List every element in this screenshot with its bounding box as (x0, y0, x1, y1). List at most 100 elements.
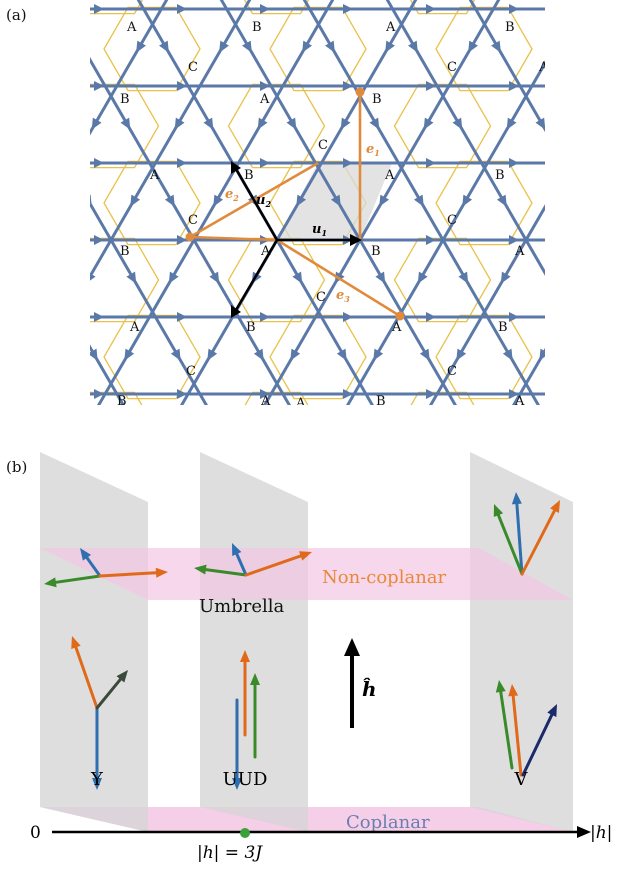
honeycomb-hexagon (90, 83, 160, 169)
sublattice-label: B (246, 320, 256, 335)
honeycomb-hexagon (269, 6, 367, 92)
bond-arrow (340, 117, 351, 130)
lattice-bond (90, 0, 252, 280)
bond-arrow (136, 40, 146, 53)
spin-arrow (521, 713, 554, 777)
spin-arrowhead (240, 650, 250, 662)
sublattice-label: A (260, 244, 271, 259)
bond-arrow (177, 158, 187, 168)
bond-arrow (90, 348, 98, 361)
bond-arrow (509, 81, 519, 91)
spin-arrowhead (495, 680, 506, 693)
bond-arrow (343, 81, 353, 91)
spin-arrow (499, 690, 514, 770)
bond-arrow (496, 194, 507, 207)
lattice-bond (569, 0, 618, 740)
spin-arrowhead (116, 670, 128, 683)
spin-arrow (511, 694, 523, 777)
bond-arrow (426, 4, 436, 14)
bond-arrow (260, 81, 270, 91)
coplanar-label: Coplanar (346, 812, 430, 833)
bond-arrow (509, 312, 519, 322)
sublattice-label: A (514, 244, 525, 259)
sublattice-label: B (117, 394, 127, 409)
spin-arrowhead (80, 548, 92, 561)
bond-arrow (219, 40, 229, 53)
e3-label: e3 (336, 288, 350, 304)
state-v-label: V (514, 769, 529, 790)
sublattice-label: C (447, 60, 457, 75)
bond-arrow (177, 235, 187, 245)
spin-arrowhead (508, 684, 519, 697)
bond-arrow (177, 4, 187, 14)
bond-arrow (385, 40, 395, 53)
sublattice-label: C (316, 290, 326, 305)
sublattice-label: A (260, 394, 271, 409)
bond-arrow (509, 235, 519, 245)
noncoplanar-label: Non-coplanar (322, 567, 447, 588)
u1-arrowhead (350, 234, 362, 246)
panel-a-label: (a) (6, 6, 27, 24)
bond-arrow (126, 271, 137, 284)
lattice-bond (569, 0, 618, 740)
bond-arrow (124, 348, 135, 361)
bond-arrow (94, 4, 104, 14)
bond-arrow (91, 117, 102, 130)
sublattice-label: B (505, 20, 515, 35)
honeycomb-hexagon (269, 160, 367, 246)
bond-arrow (260, 466, 270, 476)
honeycomb-hexagon (227, 83, 326, 169)
lattice-bond (97, 0, 335, 405)
spin-configurations (44, 492, 560, 790)
sublattice-label: A (149, 168, 160, 183)
sublattice-label: B (120, 244, 130, 259)
spin-arrowhead (547, 704, 557, 717)
sublattice-label: A (391, 320, 402, 335)
bond-arrow (286, 117, 297, 130)
plane-uud (200, 452, 308, 832)
bond-arrow (292, 271, 303, 284)
sublattice-label: A (259, 92, 270, 107)
e2-label: e2 (225, 187, 239, 203)
bond-arrow (257, 117, 268, 130)
bond-arrow (506, 117, 517, 130)
sublattice-label: C (447, 364, 457, 379)
bond-arrow (260, 158, 270, 168)
sublattice-label: C (188, 60, 198, 75)
honeycomb-hexagon (103, 314, 201, 400)
bond-arrow (213, 194, 224, 207)
bond-arrow (426, 312, 436, 322)
honeycomb-hexagon (103, 160, 201, 246)
bond-arrow (209, 271, 220, 284)
bond-arrow (164, 194, 175, 207)
bond-arrow (343, 4, 353, 14)
bond-arrow (452, 117, 463, 130)
spin-arrow (515, 502, 524, 576)
bond-arrow (408, 40, 418, 53)
bond-arrow (325, 40, 335, 53)
u-vectors (234, 168, 352, 311)
spin-arrow (204, 568, 248, 577)
bond-arrow (260, 312, 270, 322)
bond-arrow (296, 194, 307, 207)
field-axis-arrowhead (577, 826, 591, 838)
bond-arrow (509, 4, 519, 14)
sublattice-label: C (186, 364, 196, 379)
sublattice-label: B (371, 244, 381, 259)
bond-arrow (207, 348, 218, 361)
bond-arrow (426, 389, 436, 399)
bond-arrow (94, 158, 104, 168)
bond-arrow (373, 348, 384, 361)
spin-arrowhead (550, 500, 560, 513)
bond-arrow (343, 466, 353, 476)
sublattice-label: B (120, 92, 130, 107)
bond-arrow (502, 348, 513, 361)
bond-arrow (260, 4, 270, 14)
honeycomb-hexagon (90, 391, 143, 405)
honeycomb-hexagon (435, 6, 533, 92)
honeycomb-hexagon (393, 83, 492, 169)
lattice-bond (468, 0, 545, 133)
sublattice-label: B (252, 20, 262, 35)
bond-arrow (426, 81, 436, 91)
bond-arrow (413, 194, 424, 207)
